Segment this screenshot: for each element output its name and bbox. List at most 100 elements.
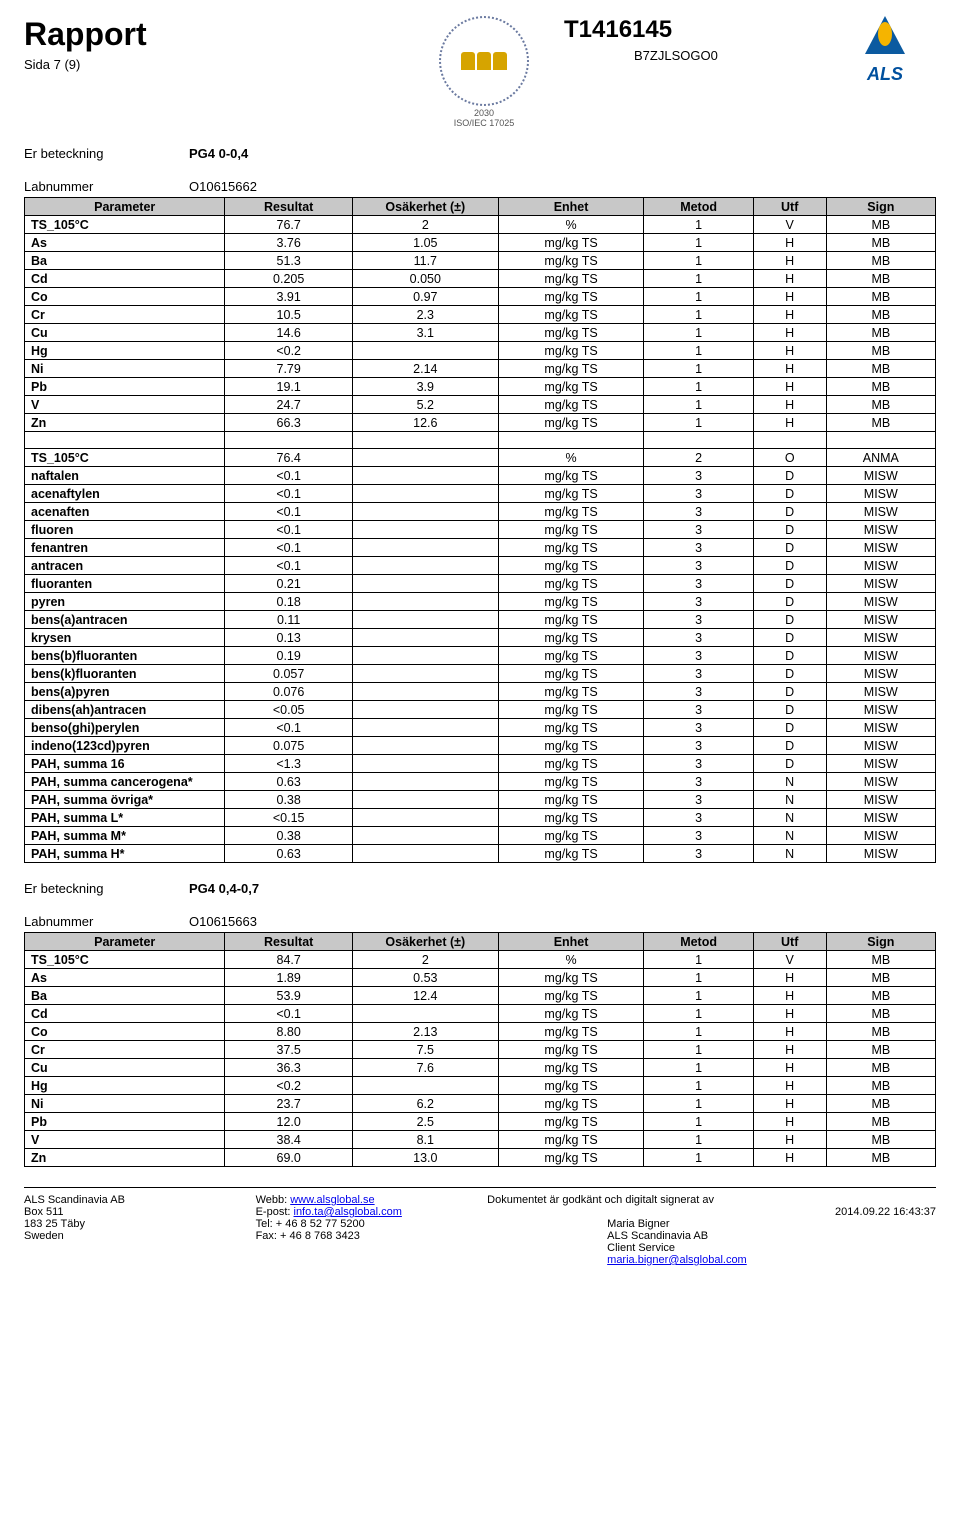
table-cell: mg/kg TS — [498, 827, 644, 845]
labnum-value: O10615663 — [189, 914, 257, 929]
table-cell: <0.1 — [225, 467, 353, 485]
col-header: Osäkerhet (±) — [352, 933, 498, 951]
table-cell: <0.2 — [225, 1077, 353, 1095]
table-cell: mg/kg TS — [498, 719, 644, 737]
er-value: PG4 0-0,4 — [189, 146, 248, 161]
table-cell: mg/kg TS — [498, 1131, 644, 1149]
web-link[interactable]: www.alsglobal.se — [290, 1194, 374, 1206]
table-cell: MB — [826, 342, 935, 360]
table-cell: 6.2 — [352, 1095, 498, 1113]
table-row: acenaften<0.1mg/kg TS3DMISW — [25, 503, 936, 521]
table-cell: MISW — [826, 701, 935, 719]
table-cell: 7.79 — [225, 360, 353, 378]
sig-email[interactable]: maria.bigner@alsglobal.com — [607, 1254, 747, 1266]
table-cell: MISW — [826, 683, 935, 701]
table-cell: D — [753, 629, 826, 647]
table-cell: mg/kg TS — [498, 629, 644, 647]
table-cell: TS_105°C — [25, 449, 225, 467]
table-cell: mg/kg TS — [498, 414, 644, 432]
table-row: Hg<0.2mg/kg TS1HMB — [25, 342, 936, 360]
table-cell: V — [753, 216, 826, 234]
table-cell: mg/kg TS — [498, 1059, 644, 1077]
table-cell: MISW — [826, 575, 935, 593]
table-cell: H — [753, 1041, 826, 1059]
fax-label: Fax: — [256, 1230, 277, 1242]
table-cell: 3 — [644, 719, 753, 737]
table-cell: V — [25, 1131, 225, 1149]
table-cell: 0.38 — [225, 791, 353, 809]
table-cell: mg/kg TS — [498, 593, 644, 611]
table-cell — [352, 719, 498, 737]
table-cell: 84.7 — [225, 951, 353, 969]
table-cell: MB — [826, 234, 935, 252]
table-cell: 1 — [644, 342, 753, 360]
table-cell: Zn — [25, 1149, 225, 1167]
swedac-logo: 2030ISO/IEC 17025 — [424, 16, 544, 128]
tel-value: + 46 8 52 77 5200 — [276, 1218, 365, 1230]
email-link[interactable]: info.ta@alsglobal.com — [294, 1206, 402, 1218]
table-cell: Cr — [25, 1041, 225, 1059]
col-header: Resultat — [225, 933, 353, 951]
table-cell: % — [498, 951, 644, 969]
table-cell: MB — [826, 951, 935, 969]
table-row: TS_105°C84.72%1VMB — [25, 951, 936, 969]
table-cell: <0.1 — [225, 521, 353, 539]
table-row: Zn66.312.6mg/kg TS1HMB — [25, 414, 936, 432]
table-row: Pb12.02.5mg/kg TS1HMB — [25, 1113, 936, 1131]
page-footer: ALS Scandinavia AB Box 511 183 25 Täby S… — [24, 1187, 936, 1266]
table-cell: 0.075 — [225, 737, 353, 755]
table-cell: 51.3 — [225, 252, 353, 270]
table-cell: 0.18 — [225, 593, 353, 611]
table-row: benso(ghi)perylen<0.1mg/kg TS3DMISW — [25, 719, 936, 737]
table-cell: <0.05 — [225, 701, 353, 719]
table-cell: <0.2 — [225, 342, 353, 360]
er-value: PG4 0,4-0,7 — [189, 881, 259, 896]
table-cell: Hg — [25, 1077, 225, 1095]
table-row: fenantren<0.1mg/kg TS3DMISW — [25, 539, 936, 557]
table-cell: 0.63 — [225, 773, 353, 791]
table-cell: 0.38 — [225, 827, 353, 845]
table-cell: H — [753, 378, 826, 396]
table-cell: TS_105°C — [25, 216, 225, 234]
table-cell: D — [753, 737, 826, 755]
table-cell: H — [753, 1149, 826, 1167]
table-cell: 1.05 — [352, 234, 498, 252]
table-cell: 3 — [644, 809, 753, 827]
table-cell: 11.7 — [352, 252, 498, 270]
table-cell: 3 — [644, 755, 753, 773]
table-cell — [352, 665, 498, 683]
table-cell: MB — [826, 1131, 935, 1149]
table-cell: D — [753, 593, 826, 611]
table-cell: 1 — [644, 378, 753, 396]
table-cell: MB — [826, 378, 935, 396]
table-cell: MB — [826, 360, 935, 378]
table-cell: Co — [25, 288, 225, 306]
table-cell: N — [753, 827, 826, 845]
table-row: fluoranten0.21mg/kg TS3DMISW — [25, 575, 936, 593]
table-cell: 3 — [644, 647, 753, 665]
table-row: V24.75.2mg/kg TS1HMB — [25, 396, 936, 414]
table-cell: mg/kg TS — [498, 647, 644, 665]
table-row: acenaftylen<0.1mg/kg TS3DMISW — [25, 485, 936, 503]
sig-dept: Client Service — [607, 1242, 747, 1254]
table-cell: indeno(123cd)pyren — [25, 737, 225, 755]
table-cell: H — [753, 306, 826, 324]
footer-signature: Dokumentet är godkänt och digitalt signe… — [487, 1194, 747, 1266]
table-cell — [352, 593, 498, 611]
table-cell: MB — [826, 216, 935, 234]
footer-timestamp: 2014.09.22 16:43:37 — [767, 1206, 936, 1218]
web-label: Webb: — [256, 1194, 288, 1206]
table-cell: Hg — [25, 342, 225, 360]
table-cell: 69.0 — [225, 1149, 353, 1167]
table-cell: N — [753, 773, 826, 791]
table-row: PAH, summa M*0.38mg/kg TS3NMISW — [25, 827, 936, 845]
table-cell: TS_105°C — [25, 951, 225, 969]
table-cell: mg/kg TS — [498, 1095, 644, 1113]
table-cell: mg/kg TS — [498, 809, 644, 827]
table-cell: D — [753, 467, 826, 485]
table-cell — [352, 827, 498, 845]
table-cell: 2.3 — [352, 306, 498, 324]
table-cell — [352, 629, 498, 647]
table-cell — [352, 342, 498, 360]
table-cell: mg/kg TS — [498, 342, 644, 360]
